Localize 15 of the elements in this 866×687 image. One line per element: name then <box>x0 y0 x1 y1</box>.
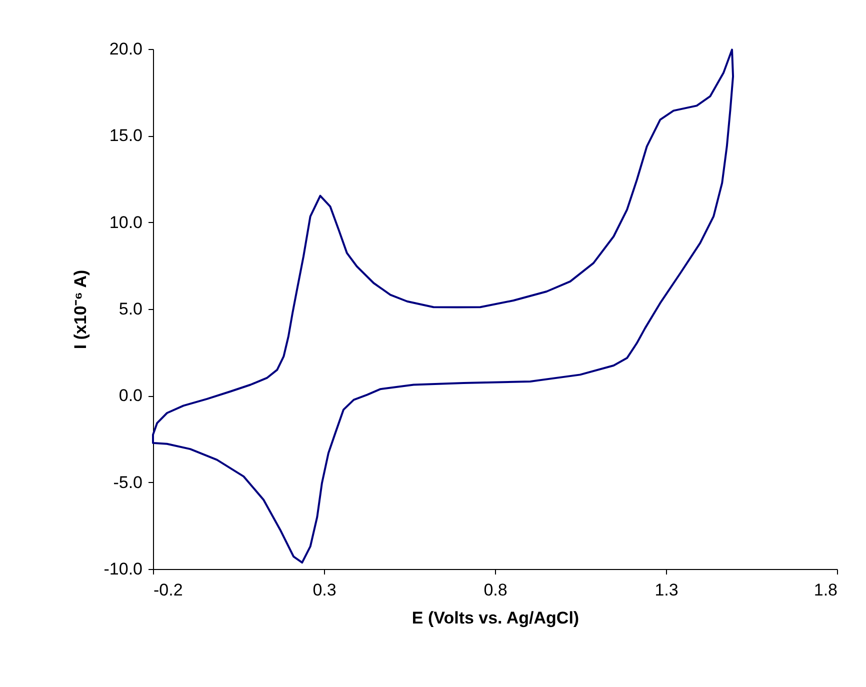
y-tick-label: 20.0 <box>109 40 142 58</box>
y-tick-label: 5.0 <box>118 300 142 318</box>
y-tick-label: 0.0 <box>118 386 142 406</box>
x-tick-label: 1.8 <box>814 580 838 600</box>
x-tick-label: -0.2 <box>154 580 183 600</box>
x-tick-label: 0.8 <box>484 580 508 600</box>
line-series <box>152 48 734 564</box>
x-axis-title: E (Volts vs. Ag/AgCl) <box>412 608 580 628</box>
y-tick-label: 15.0 <box>109 126 142 146</box>
y-axis-title: I (x10⁻⁶ A) <box>70 270 90 350</box>
x-tick-label: 1.3 <box>654 580 678 600</box>
y-tick-label: -5.0 <box>113 472 142 492</box>
y-tick-label: 10.0 <box>109 212 142 232</box>
x-tick-label: 0.3 <box>312 580 336 600</box>
y-tick-label: -10.0 <box>104 560 142 578</box>
